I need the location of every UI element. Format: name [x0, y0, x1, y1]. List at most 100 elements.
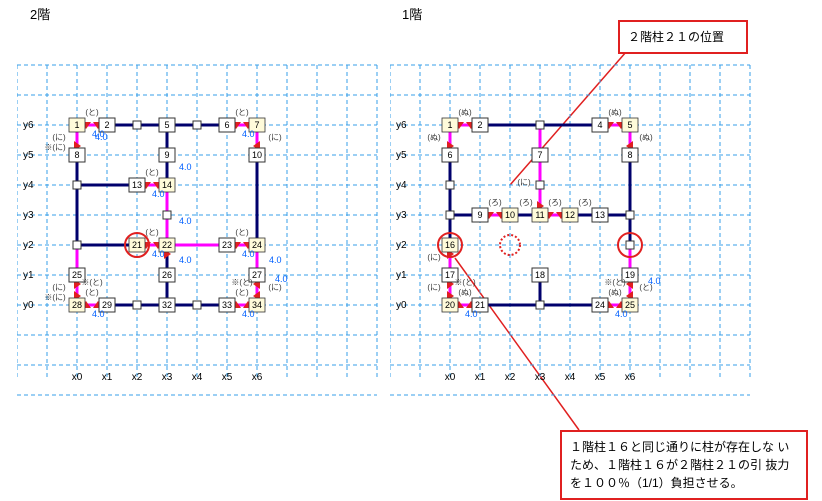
svg-text:y2: y2	[23, 240, 34, 251]
floor1-grid: x0x1x2x3x4x5x6y0y1y2y3y4y5y6124567891011…	[390, 55, 760, 425]
svg-text:(に): (に)	[52, 283, 66, 292]
svg-text:y6: y6	[396, 120, 407, 131]
callout-top: ２階柱２１の位置	[618, 20, 748, 54]
svg-text:13: 13	[132, 180, 142, 190]
svg-text:x3: x3	[162, 372, 173, 383]
svg-text:4: 4	[597, 120, 602, 130]
svg-text:y5: y5	[23, 150, 34, 161]
svg-text:y3: y3	[23, 210, 34, 221]
svg-text:(ぬ): (ぬ)	[458, 108, 472, 117]
svg-text:4.0: 4.0	[242, 129, 255, 139]
svg-text:(と): (と)	[145, 168, 159, 177]
svg-text:x3: x3	[535, 372, 546, 383]
svg-text:19: 19	[625, 270, 635, 280]
svg-text:2: 2	[104, 120, 109, 130]
svg-text:x4: x4	[192, 372, 203, 383]
svg-text:4.0: 4.0	[648, 276, 661, 286]
svg-text:x0: x0	[72, 372, 83, 383]
svg-text:(ぬ): (ぬ)	[639, 133, 653, 142]
svg-text:※(に): ※(に)	[44, 293, 66, 302]
svg-text:※(と): ※(と)	[604, 278, 626, 287]
svg-text:y1: y1	[23, 270, 34, 281]
svg-text:4.0: 4.0	[242, 249, 255, 259]
svg-text:x6: x6	[625, 372, 636, 383]
svg-text:4.0: 4.0	[465, 309, 478, 319]
svg-text:(と): (と)	[85, 288, 99, 297]
svg-text:7: 7	[254, 120, 259, 130]
svg-text:4.0: 4.0	[615, 309, 628, 319]
svg-text:(と): (と)	[145, 228, 159, 237]
svg-text:11: 11	[535, 210, 544, 220]
svg-text:(と): (と)	[235, 288, 249, 297]
svg-text:x1: x1	[475, 372, 486, 383]
svg-text:(と): (と)	[235, 228, 249, 237]
svg-text:x4: x4	[565, 372, 576, 383]
svg-text:33: 33	[222, 300, 232, 310]
svg-text:y2: y2	[396, 240, 407, 251]
svg-text:y6: y6	[23, 120, 34, 131]
svg-text:21: 21	[132, 240, 142, 250]
svg-text:x2: x2	[132, 372, 143, 383]
svg-text:x2: x2	[505, 372, 516, 383]
svg-text:5: 5	[627, 120, 632, 130]
svg-text:y0: y0	[23, 300, 34, 311]
svg-text:4.0: 4.0	[179, 162, 192, 172]
svg-text:(に): (に)	[427, 253, 441, 262]
svg-text:24: 24	[595, 300, 605, 310]
svg-text:(に): (に)	[427, 283, 441, 292]
svg-text:9: 9	[477, 210, 482, 220]
svg-text:5: 5	[164, 120, 169, 130]
svg-text:※(と): ※(と)	[231, 278, 253, 287]
svg-text:y5: y5	[396, 150, 407, 161]
svg-text:(ろ): (ろ)	[488, 198, 502, 207]
svg-text:1: 1	[447, 120, 452, 130]
svg-text:(ろ): (ろ)	[578, 198, 592, 207]
svg-text:7: 7	[537, 150, 542, 160]
svg-text:x5: x5	[595, 372, 606, 383]
svg-text:(に): (に)	[52, 133, 66, 142]
svg-text:4.0: 4.0	[242, 309, 255, 319]
svg-text:(と): (と)	[235, 108, 249, 117]
svg-text:(に): (に)	[268, 283, 282, 292]
svg-text:8: 8	[74, 150, 79, 160]
svg-text:4.0: 4.0	[152, 189, 165, 199]
svg-text:(ぬ): (ぬ)	[458, 288, 472, 297]
svg-text:4.0: 4.0	[179, 216, 192, 226]
svg-text:y1: y1	[396, 270, 407, 281]
svg-text:26: 26	[162, 270, 172, 280]
floor2-grid: x0x1x2x3x4x5x6y0y1y2y3y4y5y6125678910131…	[17, 55, 387, 425]
svg-text:x6: x6	[252, 372, 263, 383]
svg-text:(に): (に)	[517, 178, 531, 187]
svg-text:13: 13	[595, 210, 605, 220]
svg-text:(ぬ): (ぬ)	[427, 133, 441, 142]
svg-text:6: 6	[447, 150, 452, 160]
svg-text:20: 20	[445, 300, 455, 310]
svg-text:(ろ): (ろ)	[519, 198, 533, 207]
svg-text:(と): (と)	[85, 108, 99, 117]
svg-text:9: 9	[164, 150, 169, 160]
svg-text:28: 28	[72, 300, 82, 310]
svg-text:y3: y3	[396, 210, 407, 221]
svg-text:18: 18	[535, 270, 545, 280]
svg-text:x0: x0	[445, 372, 456, 383]
svg-text:※(と): ※(と)	[454, 278, 476, 287]
svg-text:1: 1	[74, 120, 79, 130]
svg-text:16: 16	[445, 240, 455, 250]
svg-text:27: 27	[252, 270, 262, 280]
callout-bottom: １階柱１６と同じ通りに柱が存在しな いため、１階柱１６が２階柱２１の引 抜力を１…	[560, 430, 808, 500]
svg-text:y4: y4	[23, 180, 34, 191]
svg-text:4.0: 4.0	[152, 249, 165, 259]
svg-text:(に): (に)	[268, 133, 282, 142]
svg-text:y4: y4	[396, 180, 407, 191]
svg-text:(ぬ): (ぬ)	[608, 108, 622, 117]
svg-text:(ろ): (ろ)	[548, 198, 562, 207]
svg-text:10: 10	[252, 150, 262, 160]
svg-text:4.0: 4.0	[92, 309, 105, 319]
svg-text:4.0: 4.0	[95, 132, 108, 142]
svg-text:y0: y0	[396, 300, 407, 311]
svg-text:6: 6	[224, 120, 229, 130]
svg-text:12: 12	[565, 210, 575, 220]
svg-text:x1: x1	[102, 372, 113, 383]
svg-text:※(に): ※(に)	[44, 143, 66, 152]
svg-text:10: 10	[505, 210, 515, 220]
